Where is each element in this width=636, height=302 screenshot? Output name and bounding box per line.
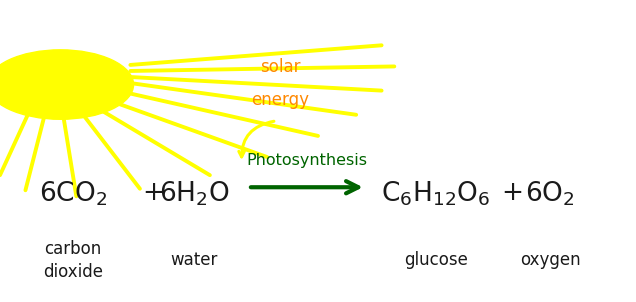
- Circle shape: [0, 50, 134, 119]
- Text: glucose: glucose: [404, 252, 467, 269]
- Text: energy: energy: [251, 91, 309, 109]
- Text: $+$: $+$: [501, 180, 523, 206]
- Text: Photosynthesis: Photosynthesis: [246, 153, 368, 168]
- Text: $\mathregular{C_6H_{12}O_6}$: $\mathregular{C_6H_{12}O_6}$: [381, 179, 490, 207]
- Text: solar: solar: [259, 57, 300, 76]
- Text: water: water: [170, 252, 218, 269]
- Text: carbon: carbon: [45, 240, 102, 258]
- Text: $\mathregular{6CO_2}$: $\mathregular{6CO_2}$: [39, 179, 107, 207]
- Text: $\mathregular{6O_2}$: $\mathregular{6O_2}$: [525, 179, 575, 207]
- Text: dioxide: dioxide: [43, 263, 103, 281]
- Text: oxygen: oxygen: [520, 252, 581, 269]
- Text: $+$: $+$: [142, 180, 163, 206]
- Text: $\mathregular{6H_2O}$: $\mathregular{6H_2O}$: [158, 179, 230, 207]
